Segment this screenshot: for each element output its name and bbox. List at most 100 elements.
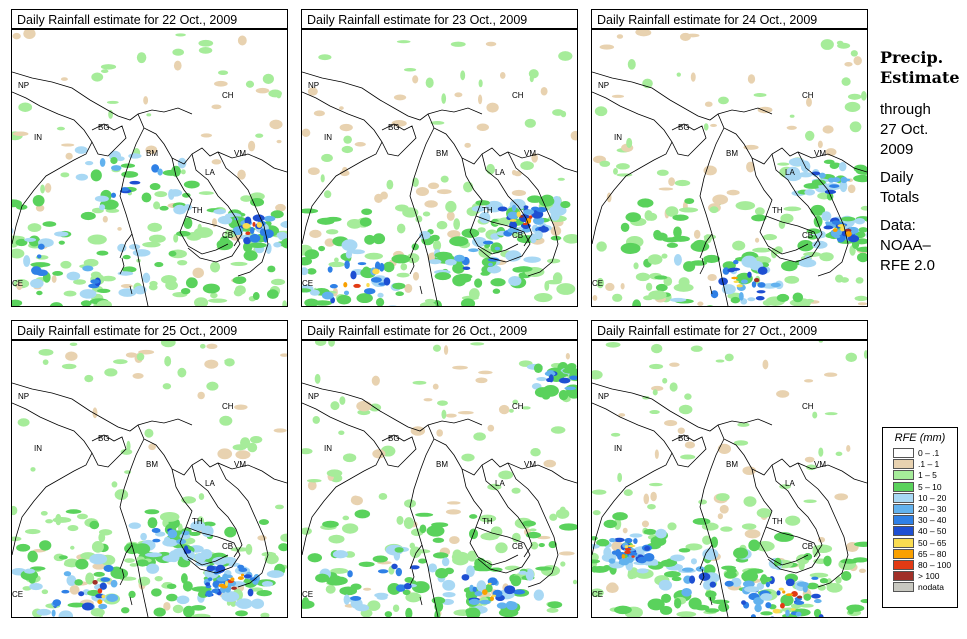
rain-patch bbox=[342, 166, 348, 174]
legend-label: > 100 bbox=[918, 571, 940, 582]
rain-patch bbox=[753, 597, 764, 606]
rain-patch bbox=[641, 520, 650, 528]
rain-patch bbox=[852, 557, 867, 563]
rain-patch bbox=[366, 283, 370, 288]
country-border bbox=[765, 526, 821, 574]
rain-patch bbox=[159, 511, 180, 522]
rain-patch bbox=[243, 237, 251, 245]
rain-patch bbox=[498, 404, 510, 415]
rain-patch bbox=[118, 288, 137, 297]
rain-patch bbox=[456, 273, 473, 280]
rain-patch bbox=[128, 244, 141, 250]
rain-patch bbox=[536, 535, 551, 540]
rain-patch bbox=[494, 246, 501, 251]
country-border bbox=[419, 285, 423, 295]
rain-patch bbox=[840, 216, 856, 222]
rain-patch bbox=[654, 449, 659, 459]
rain-patch bbox=[492, 288, 501, 294]
rain-patch bbox=[377, 292, 384, 298]
rain-patch bbox=[731, 577, 742, 588]
rain-patch bbox=[218, 583, 226, 588]
rain-patch bbox=[177, 259, 188, 266]
rain-patch bbox=[620, 282, 625, 290]
rain-patch bbox=[624, 547, 632, 551]
rain-patch bbox=[854, 217, 866, 225]
rain-patch bbox=[643, 552, 655, 562]
rain-patch bbox=[685, 543, 703, 551]
rain-patch bbox=[479, 599, 491, 605]
map-canvas: NP CH IN BG BM VM LA TH CB CE bbox=[12, 30, 287, 306]
rain-patch bbox=[12, 299, 23, 306]
country-label: NP bbox=[308, 392, 319, 401]
rain-patch bbox=[12, 32, 21, 40]
rain-patch bbox=[740, 279, 748, 284]
rain-patch bbox=[349, 249, 365, 255]
rain-patch bbox=[611, 541, 624, 552]
rain-patch bbox=[789, 114, 795, 118]
rain-patch bbox=[476, 580, 487, 592]
rain-patch bbox=[610, 432, 621, 437]
rain-patch bbox=[403, 517, 414, 529]
rain-patch bbox=[718, 277, 728, 286]
legend-swatch bbox=[893, 448, 914, 458]
rain-patch bbox=[274, 504, 284, 510]
rain-patch bbox=[474, 590, 483, 597]
rainfall-map: NP CH IN BG BM VM LA TH CB CE bbox=[301, 340, 578, 618]
rain-patch bbox=[811, 576, 819, 580]
rain-patch bbox=[16, 281, 23, 291]
rain-patch bbox=[536, 376, 547, 382]
rain-patch bbox=[350, 270, 357, 280]
country-label: CH bbox=[222, 402, 234, 411]
rain-patch bbox=[546, 607, 559, 613]
rain-patch bbox=[488, 262, 493, 267]
rain-patch bbox=[834, 493, 849, 501]
rain-patch bbox=[454, 92, 463, 98]
rain-patch bbox=[106, 100, 119, 104]
rain-patch bbox=[431, 522, 449, 528]
country-border bbox=[381, 434, 417, 468]
rain-patch bbox=[616, 163, 630, 170]
country-label: LA bbox=[205, 479, 215, 488]
rain-patch bbox=[660, 593, 672, 604]
rain-patch bbox=[392, 604, 400, 612]
rain-patch bbox=[318, 245, 326, 252]
rain-patch bbox=[690, 558, 697, 565]
country-label: CB bbox=[512, 542, 523, 551]
rain-patch bbox=[747, 74, 756, 84]
rain-patch bbox=[540, 86, 548, 96]
rain-patch bbox=[706, 305, 714, 306]
rain-patch bbox=[69, 342, 78, 346]
rain-patch bbox=[372, 449, 386, 459]
country-border bbox=[461, 468, 519, 566]
rain-patch bbox=[136, 52, 147, 64]
rain-patch bbox=[180, 288, 191, 295]
rain-patch bbox=[343, 135, 352, 144]
panel-24-oct: Daily Rainfall estimate for 24 Oct., 200… bbox=[591, 9, 870, 308]
rain-patch bbox=[609, 538, 616, 543]
rain-patch bbox=[829, 184, 840, 188]
country-border bbox=[481, 153, 533, 247]
rain-patch bbox=[866, 231, 867, 239]
rain-patch bbox=[363, 587, 372, 591]
country-border bbox=[217, 462, 269, 588]
rain-patch bbox=[689, 260, 708, 266]
rain-patch bbox=[636, 568, 649, 574]
rain-patch bbox=[472, 236, 487, 247]
rain-patch bbox=[106, 593, 119, 602]
rain-patch bbox=[703, 165, 717, 176]
rain-patch bbox=[547, 601, 563, 609]
rain-patch bbox=[662, 237, 681, 243]
rain-patch bbox=[166, 593, 178, 602]
rain-patch bbox=[824, 412, 838, 416]
rain-patch bbox=[84, 374, 94, 383]
rain-patch bbox=[30, 262, 51, 268]
country-border bbox=[302, 402, 383, 556]
country-label: BG bbox=[678, 434, 690, 443]
rain-patch bbox=[231, 586, 237, 590]
rain-patch bbox=[478, 247, 492, 258]
rain-patch bbox=[326, 469, 343, 477]
rain-patch bbox=[136, 352, 145, 361]
country-label: BM bbox=[436, 460, 448, 469]
rain-patch bbox=[441, 93, 447, 104]
rain-patch bbox=[831, 220, 841, 225]
